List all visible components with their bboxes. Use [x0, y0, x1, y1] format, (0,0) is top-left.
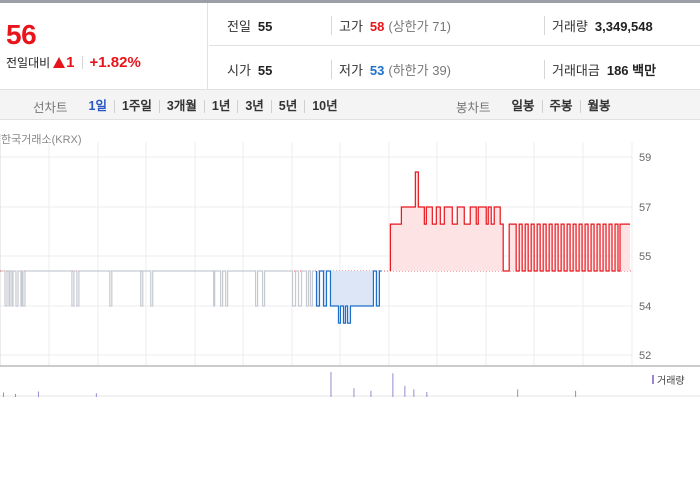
- y-tick-label: 59: [639, 152, 651, 164]
- tab-1day[interactable]: 1일: [88, 99, 107, 113]
- tab-1year[interactable]: 1년: [203, 100, 237, 113]
- volume-value: 3,349,548: [594, 19, 653, 34]
- volume-bar: [426, 392, 428, 397]
- prev-close: 전일 55: [227, 16, 272, 35]
- change-label: 전일대비: [6, 56, 51, 70]
- volume-bar: [404, 385, 406, 397]
- volume-bar: [370, 390, 372, 397]
- line-chart-tabs: 선차트 1일 1주일 3개월 1년 3년 5년 10년: [33, 97, 345, 116]
- volume-bars: [2, 372, 577, 397]
- volume-bar: [330, 372, 332, 397]
- volume-bar: [392, 373, 394, 397]
- y-axis: 59 57 55 54 52: [639, 152, 651, 362]
- candle-chart-tabs: 봉차트 일봉 주봉 월봉: [456, 97, 618, 116]
- chart-grid: [0, 134, 700, 397]
- volume-bar: [575, 390, 577, 397]
- high-value: 58: [369, 19, 385, 34]
- high-price: 고가 58 (상한가 71): [331, 16, 451, 35]
- series-line-neutral: [1, 270, 315, 307]
- low-label: 저가: [339, 63, 363, 78]
- volume-bar: [353, 388, 355, 397]
- trade-amount: 거래대금 186 백만: [544, 60, 656, 79]
- tab-3month[interactable]: 3개월: [158, 100, 204, 113]
- volume: 거래량 3,349,548: [544, 16, 653, 35]
- low-price: 저가 53 (하한가 39): [331, 60, 451, 79]
- volume-bar: [517, 389, 519, 397]
- y-tick-label: 52: [639, 350, 651, 362]
- quote-row-1: 전일 55 고가 58 (상한가 71) 거래량 3,349,548: [209, 3, 700, 46]
- series-fill-down: [316, 271, 382, 324]
- volume-bar: [95, 393, 97, 397]
- divider: [81, 56, 83, 69]
- prev-close-value: 55: [257, 19, 273, 34]
- lower-limit: (하한가 39): [388, 63, 452, 78]
- prev-close-label: 전일: [227, 19, 251, 34]
- volume-bar: [37, 391, 39, 397]
- volume-bar: [2, 392, 4, 397]
- volume-label: 거래량: [552, 19, 588, 34]
- volume-legend: 거래량: [652, 372, 685, 387]
- series-line-down: [315, 270, 382, 324]
- volume-bar: [413, 389, 415, 397]
- open-label: 시가: [227, 63, 251, 78]
- chart-period-tabs: 선차트 1일 1주일 3개월 1년 3년 5년 10년 봉차트 일봉 주봉 월봉: [0, 90, 700, 120]
- low-value: 53: [369, 63, 385, 78]
- tab-10year[interactable]: 10년: [304, 100, 344, 113]
- change-row: 전일대비 1 +1.82%: [6, 54, 141, 71]
- candle-chart-label: 봉차트: [456, 101, 491, 115]
- data-source: 한국거래소(KRX): [1, 134, 82, 146]
- quote-details: 전일 55 고가 58 (상한가 71) 거래량 3,349,548 시가 55 저가 53…: [209, 3, 700, 90]
- volume-bar: [14, 394, 16, 397]
- quote-summary: 56 전일대비 1 +1.82% 전일 55 고가 58 (상한가 71) 거래량 3,…: [0, 3, 700, 90]
- up-triangle-icon: [53, 56, 66, 68]
- series-line-up: [389, 171, 630, 272]
- tab-monthly-candle[interactable]: 월봉: [579, 100, 618, 113]
- tab-5year[interactable]: 5년: [270, 100, 304, 113]
- open-value: 55: [257, 63, 273, 78]
- amount-label: 거래대금: [552, 63, 600, 78]
- y-tick-label: 55: [639, 251, 651, 263]
- volume-legend-label: 거래량: [657, 376, 685, 387]
- volume-swatch: [652, 375, 654, 384]
- tab-daily-candle[interactable]: 일봉: [511, 99, 535, 113]
- tab-weekly-candle[interactable]: 주봉: [541, 100, 580, 113]
- price-box: 56 전일대비 1 +1.82%: [0, 3, 208, 90]
- series-lines: [1, 171, 630, 324]
- open-price: 시가 55: [227, 60, 272, 79]
- y-tick-label: 57: [639, 202, 651, 214]
- y-tick-label: 54: [639, 301, 651, 313]
- amount-value: 186 백만: [606, 63, 657, 78]
- quote-row-2: 시가 55 저가 53 (하한가 39) 거래대금 186 백만: [209, 47, 700, 90]
- tab-1week[interactable]: 1주일: [113, 100, 159, 113]
- line-chart-label: 선차트: [33, 101, 68, 115]
- top-border: [0, 0, 700, 3]
- change-percent: +1.82%: [89, 54, 141, 71]
- change-value: 1: [66, 54, 75, 71]
- high-label: 고가: [339, 19, 363, 34]
- tab-3year[interactable]: 3년: [237, 100, 270, 113]
- current-price: 56: [6, 19, 37, 50]
- upper-limit: (상한가 71): [388, 19, 452, 34]
